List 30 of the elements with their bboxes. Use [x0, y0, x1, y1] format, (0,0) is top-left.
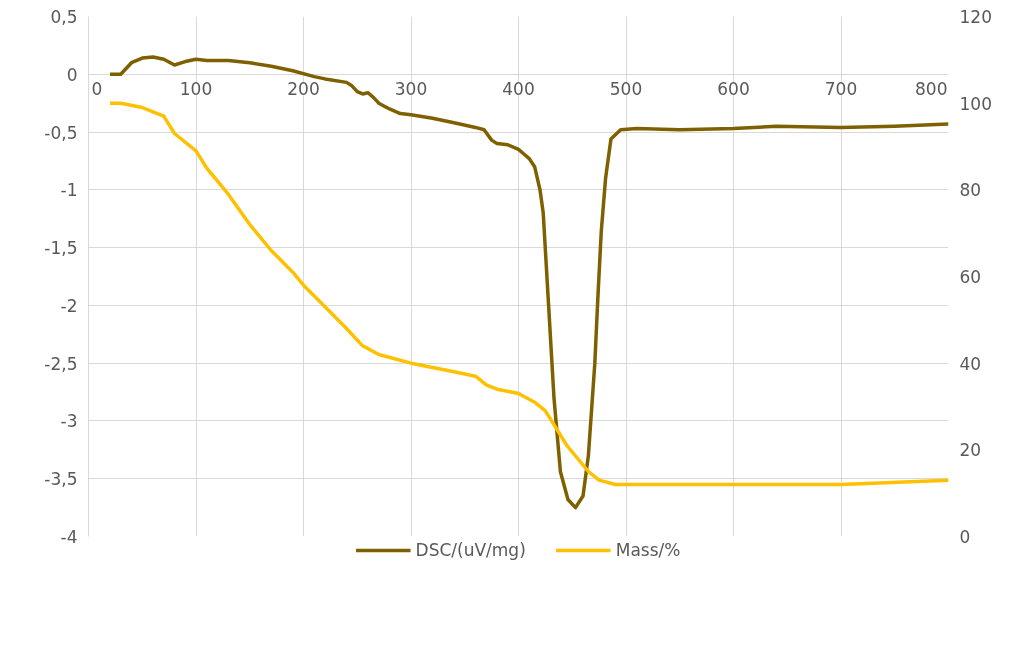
line-series: [108, 101, 949, 487]
y2-tick-label: 100: [959, 93, 992, 114]
x-tick-label: 500: [609, 79, 643, 100]
y-tick-label: -2: [60, 295, 78, 316]
legend-label: DSC/(uV/mg): [415, 540, 526, 560]
x-tick-label: 200: [287, 79, 320, 100]
y2-tick-label: 60: [959, 267, 982, 287]
y-tick-label: -3: [60, 411, 78, 432]
y-tick-label: -3,5: [44, 469, 78, 490]
y2-tick-label: 0: [959, 527, 971, 547]
y2-tick-label: 80: [959, 180, 982, 201]
y-tick-label: -1,5: [44, 238, 78, 259]
y2-tick-label: 120: [959, 7, 992, 27]
y-tick-label: -4: [60, 527, 78, 547]
x-tick-label: 100: [179, 79, 213, 100]
y-tick-label: -1: [60, 180, 78, 201]
x-tick-label: 700: [824, 79, 858, 100]
y-tick-label: 0,5: [50, 7, 78, 27]
legend-label: Mass/%: [615, 540, 681, 560]
y-tick-label: -0,5: [44, 122, 78, 143]
x-tick-label: 0: [91, 79, 103, 100]
line-series: [108, 55, 949, 510]
y-tick-label: 0: [66, 64, 78, 85]
x-tick-label: 600: [717, 79, 750, 100]
x-tick-label: 300: [394, 79, 428, 100]
y2-tick-label: 20: [959, 440, 982, 461]
y-tick-label: -2,5: [44, 353, 78, 374]
x-tick-label: 800: [915, 79, 948, 100]
y2-tick-label: 40: [959, 353, 982, 374]
x-tick-label: 400: [502, 79, 535, 100]
